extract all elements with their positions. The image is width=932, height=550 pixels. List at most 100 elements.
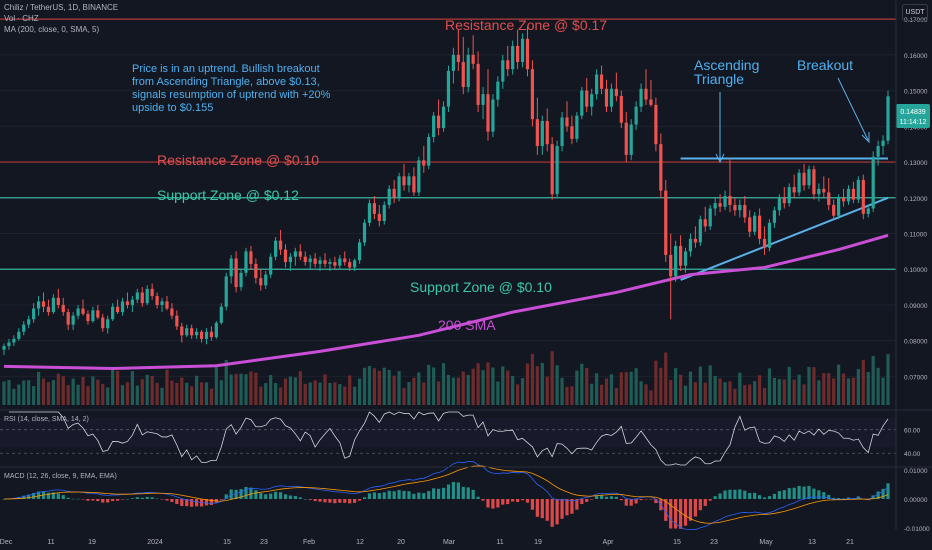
time-tick: Feb [303,539,315,546]
volume-bar [125,382,130,405]
volume-bar [432,367,436,405]
volume-bar [41,378,46,405]
candle-body [654,104,658,145]
candle [234,251,238,293]
candle [807,165,811,189]
macd-histogram-bar [264,494,268,499]
candle [269,253,273,279]
volume-bar [91,376,95,405]
candle [338,254,342,270]
macd-histogram-bar [693,499,698,517]
candle [441,101,446,132]
time-tick: 15 [223,539,231,546]
volume-bar [274,383,278,405]
candle-body [27,319,31,325]
candle-body [688,238,693,252]
macd-histogram-bar [466,487,470,499]
sma-200-line [3,233,889,371]
macd-histogram-bar [506,499,510,505]
candle-body [856,179,860,200]
candle [772,206,777,229]
candle-body [782,197,786,204]
volume-bar [570,386,574,405]
macd-histogram-bar [728,489,732,499]
candle [32,303,36,323]
candle [397,172,401,202]
macd-histogram-bar [713,496,717,499]
candle [609,83,614,113]
volume-bar [708,365,712,405]
candle [96,304,100,320]
macd-histogram-bar [66,497,70,499]
candle-body [570,126,574,139]
candle [516,29,520,70]
currency-button[interactable]: USDT [902,4,928,21]
volume-bar [822,373,826,405]
candle-body [575,115,579,139]
candle [545,108,549,152]
candle [728,158,732,213]
candle-body [422,160,426,166]
volume-bar [71,378,75,405]
volume-bar [476,363,480,405]
candle [91,306,95,323]
macd-histogram-bar [481,499,485,501]
macd-histogram-bar [456,482,460,499]
candle [180,322,184,343]
candle-body [708,208,712,227]
candle [841,188,846,207]
candle-body [792,187,796,193]
candle-body [417,160,421,193]
candle-body [76,308,80,316]
macd-histogram-bar [782,490,786,499]
volume-bar [698,366,702,405]
candle-body [639,88,643,107]
volume-bar [871,355,875,405]
macd-histogram-bar [614,496,618,499]
macd-histogram-bar [111,499,115,502]
candle-body [846,188,851,202]
macd-histogram-bar [51,492,55,499]
candle [476,51,480,113]
macd-histogram-bar [86,499,90,501]
volume-bar [61,376,65,405]
candle-body [194,331,199,336]
rsi-band [0,417,896,448]
candle [565,101,569,132]
candle [718,194,722,213]
volume-bar [155,382,159,405]
candle-body [866,208,870,214]
candle-body [511,45,515,70]
candle [757,208,762,245]
macd-histogram-bar [792,487,796,499]
macd-histogram-bar [738,489,742,499]
candle [649,79,653,107]
volume-bar [333,382,337,405]
candle-body [595,74,599,95]
macd-histogram-bar [629,499,633,506]
candle [713,197,717,216]
candle [372,195,376,220]
macd-histogram-bar [224,494,228,499]
time-tick: 21 [846,539,854,546]
volume-bar [451,377,456,405]
volume-bar [362,367,367,405]
candle-body [446,70,451,107]
candle [659,133,663,198]
macd-histogram-bar [772,493,777,499]
candle-body [293,251,297,257]
volume-bar [797,374,801,405]
candle [846,185,851,205]
candle-body [560,117,564,146]
note-line-3: signals resumption of uptrend with +20% [132,89,331,101]
candle-body [451,54,456,71]
candle-body [328,262,332,264]
candle-body [120,301,125,313]
candle-body [535,119,539,146]
macd-histogram-bar [130,498,135,499]
candle [733,197,737,216]
volume-bar [688,371,693,405]
candle [748,210,752,238]
candle [881,135,885,155]
